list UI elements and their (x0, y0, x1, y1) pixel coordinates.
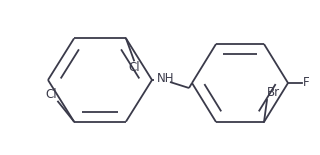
Text: F: F (303, 77, 310, 89)
Text: Br: Br (267, 86, 280, 99)
Text: NH: NH (157, 73, 174, 86)
Text: Cl: Cl (45, 88, 57, 101)
Text: Cl: Cl (128, 61, 140, 74)
